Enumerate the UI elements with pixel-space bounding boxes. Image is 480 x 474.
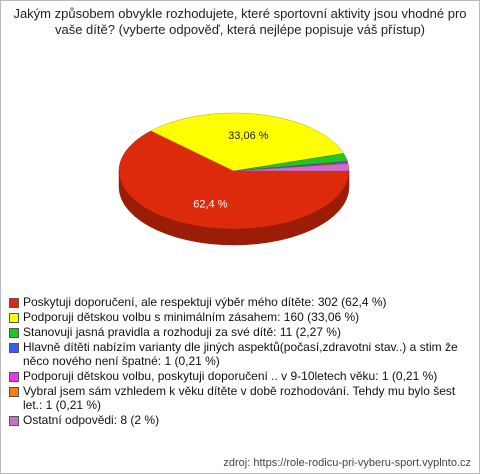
legend-item: Podporuji dětskou volbu, poskytuji dopor… <box>9 369 469 383</box>
pie-slice <box>233 163 350 172</box>
legend-swatch <box>9 343 19 353</box>
legend-label: Poskytuji doporučení, ale respektuji výb… <box>23 295 387 309</box>
legend-swatch <box>9 313 19 323</box>
data-label: 62,4 % <box>193 198 227 210</box>
legend-item: Stanovuji jasná pravidla a rozhoduji za … <box>9 325 469 339</box>
legend-swatch <box>9 416 19 426</box>
pie-area: 62,4 % 33,06 % <box>118 112 350 246</box>
pie-slice <box>150 112 345 172</box>
legend-label: Hlavně dítěti nabízím varianty dle jinýc… <box>23 340 458 368</box>
legend-label: Ostatní odpovědi: 8 (2 %) <box>23 413 160 427</box>
data-label: 33,06 % <box>228 130 269 142</box>
legend-swatch <box>9 298 19 308</box>
legend-label: Podporuji dětskou volbu s minimálním zás… <box>23 310 360 324</box>
legend-item: Ostatní odpovědi: 8 (2 %) <box>9 413 469 427</box>
legend-swatch <box>9 328 19 338</box>
legend-swatch <box>9 387 19 397</box>
legend-item: Poskytuji doporučení, ale respektuji výb… <box>9 295 469 309</box>
legend-item: Vybral jsem sám vzhledem k věku dítěte v… <box>9 384 469 412</box>
legend-label: Podporuji dětskou volbu, poskytuji dopor… <box>23 369 438 383</box>
legend-swatch <box>9 372 19 382</box>
legend-item: Podporuji dětskou volbu s minimálním zás… <box>9 310 469 324</box>
legend: Poskytuji doporučení, ale respektuji výb… <box>9 295 469 428</box>
pie-slice <box>118 130 350 230</box>
source: zdroj: https://role-rodicu-pri-vyberu-sp… <box>223 457 471 469</box>
legend-label: Vybral jsem sám vzhledem k věku dítěte v… <box>23 384 456 412</box>
legend-item: Hlavně dítěti nabízím varianty dle jinýc… <box>9 340 469 368</box>
chart-title: Jakým způsobem obvykle rozhodujete, kter… <box>13 6 467 37</box>
legend-label: Stanovuji jasná pravidla a rozhoduji za … <box>23 325 341 339</box>
